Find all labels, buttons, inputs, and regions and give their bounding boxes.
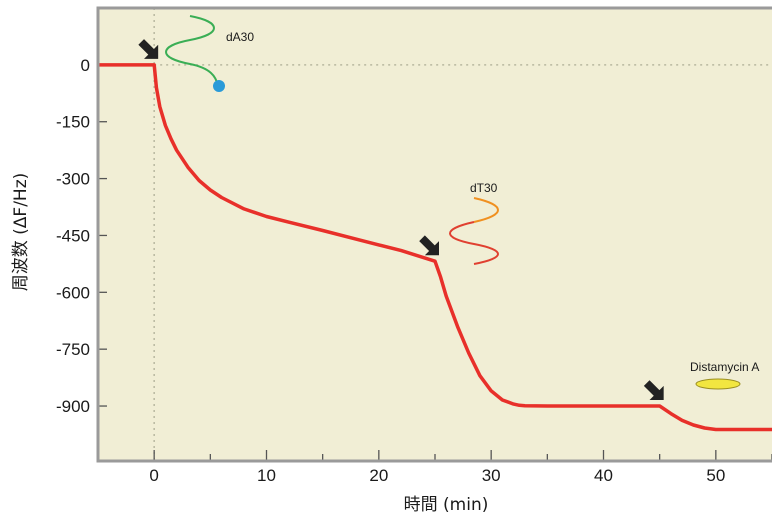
plot-area bbox=[98, 8, 772, 461]
x-tick-label: 10 bbox=[257, 466, 276, 485]
x-tick-label: 0 bbox=[149, 466, 158, 485]
bead-icon bbox=[213, 80, 225, 92]
frequency-series-line bbox=[98, 63, 772, 432]
y-tick-label: -300 bbox=[56, 170, 90, 189]
arrow-icon bbox=[643, 380, 664, 401]
x-axis-title: 時間 (min) bbox=[404, 495, 489, 515]
y-tick-label: -450 bbox=[56, 226, 90, 245]
series-layer bbox=[98, 63, 772, 432]
x-tick-label: 40 bbox=[594, 466, 613, 485]
annotation-distamycin: Distamycin A bbox=[690, 360, 759, 374]
annotation-dT30: dT30 bbox=[470, 181, 498, 195]
plot-frame bbox=[96, 6, 772, 463]
tick-labels: 0 10 20 30 40 50 0 -150 -300 -450 -600 -750 -900 bbox=[56, 56, 725, 485]
arrow-shape bbox=[419, 235, 439, 256]
dA30-strand-icon bbox=[165, 15, 225, 92]
arrow-icon bbox=[419, 235, 439, 256]
y-tick-label: -150 bbox=[56, 113, 90, 132]
distamycin-icon bbox=[695, 378, 741, 390]
y-axis-title: 周波数 (ΔF/Hz) bbox=[11, 173, 31, 292]
y-tick-label: 0 bbox=[81, 56, 90, 75]
y-tick-label: -900 bbox=[56, 397, 90, 416]
x-tick-label: 50 bbox=[706, 466, 725, 485]
annotation-dA30: dA30 bbox=[226, 30, 254, 44]
y-tick-label: -600 bbox=[56, 283, 90, 302]
arrow-shape bbox=[643, 380, 664, 401]
dT30-strand-icon bbox=[449, 197, 499, 265]
arrow-shape bbox=[138, 39, 159, 59]
x-tick-label: 30 bbox=[482, 466, 501, 485]
arrow-icon bbox=[138, 39, 159, 59]
x-tick-label: 20 bbox=[369, 466, 388, 485]
y-tick-label: -750 bbox=[56, 340, 90, 359]
